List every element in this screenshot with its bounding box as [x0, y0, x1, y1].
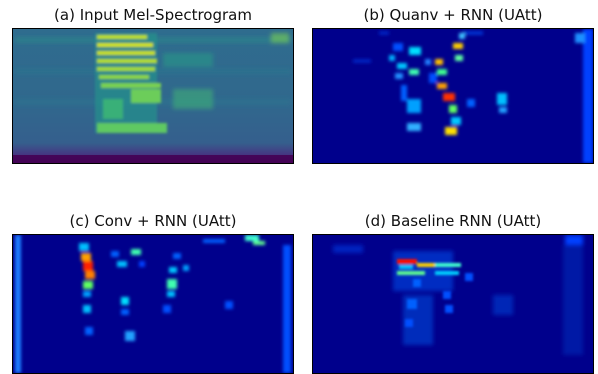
mel-spectrogram-image — [12, 28, 294, 164]
panel-input-mel-spectrogram: (a) Input Mel-Spectrogram — [12, 6, 294, 164]
mel-spectrogram-heatmap — [13, 29, 293, 163]
panel-title: (c) Conv + RNN (UAtt) — [69, 212, 237, 230]
conv-attention-map — [12, 234, 294, 374]
panel-baseline-rnn-attention: (d) Baseline RNN (UAtt) — [312, 212, 594, 374]
baseline-attention-map — [312, 234, 594, 374]
attention-heatmap — [313, 235, 593, 373]
quanv-attention-map — [312, 28, 594, 164]
panel-conv-rnn-attention: (c) Conv + RNN (UAtt) — [12, 212, 294, 374]
panel-title: (a) Input Mel-Spectrogram — [54, 6, 252, 24]
panel-title: (b) Quanv + RNN (UAtt) — [363, 6, 543, 24]
panel-quanv-rnn-attention: (b) Quanv + RNN (UAtt) — [312, 6, 594, 164]
panel-title: (d) Baseline RNN (UAtt) — [364, 212, 542, 230]
attention-heatmap — [313, 29, 593, 163]
attention-heatmap — [13, 235, 293, 373]
